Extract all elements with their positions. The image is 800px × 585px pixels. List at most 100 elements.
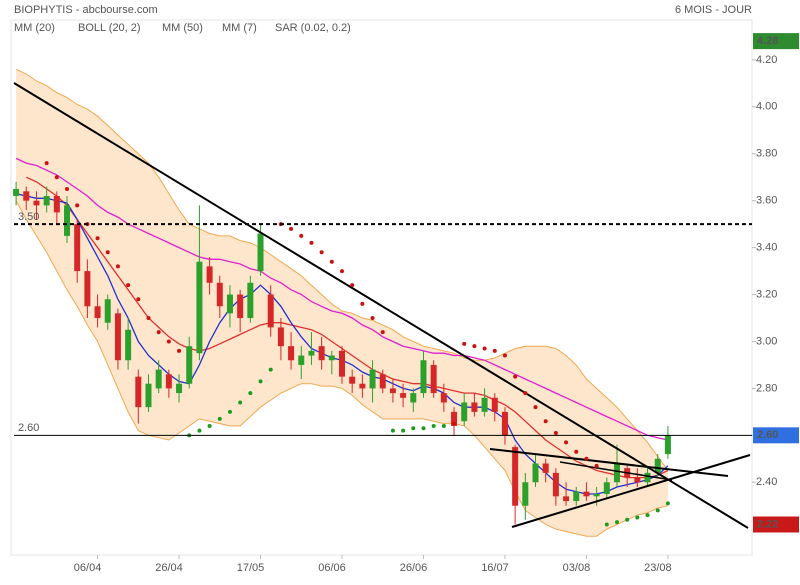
sar-dot [268, 367, 273, 372]
sar-dot [319, 250, 324, 255]
sar-dot [645, 513, 650, 518]
sar-dot [115, 264, 120, 269]
sar-dot [105, 250, 110, 255]
candle-body [573, 491, 580, 502]
y-tick-label: 2.80 [756, 382, 777, 394]
sar-dot [380, 330, 385, 335]
sar-dot [329, 259, 334, 264]
sar-dot [75, 203, 80, 208]
overlay-layer: 3.50 2.60 [14, 161, 752, 527]
sar-dot [625, 517, 630, 522]
candle-body [64, 205, 71, 236]
candle-body [135, 376, 142, 408]
trend-line [559, 461, 673, 481]
candle-body [226, 294, 233, 314]
candle-body [104, 299, 111, 323]
price-marker-label: 2.22 [757, 518, 778, 530]
candle-body [114, 313, 121, 361]
price-marker-label: 4.28 [757, 35, 778, 47]
sar-dot [523, 391, 528, 396]
trend-lines [13, 82, 751, 529]
sar-dot [350, 283, 355, 288]
y-tick-label: 4.00 [756, 101, 777, 113]
x-tick-label: 06/04 [74, 562, 102, 574]
sar-dot [482, 346, 487, 351]
candle-body [196, 261, 203, 354]
sar-dot [126, 283, 131, 288]
candle-body [654, 458, 661, 473]
sar-dot [166, 339, 171, 344]
candle-layer [13, 181, 671, 525]
candle-body [145, 383, 152, 408]
sar-dot [136, 297, 141, 302]
candle-body [308, 350, 315, 356]
price-marker [753, 33, 799, 50]
candle-body [74, 224, 81, 272]
sar-dot [248, 391, 253, 396]
candle-body [491, 397, 498, 412]
y-tick-label: 2.40 [756, 476, 777, 488]
candle-body [165, 374, 172, 389]
x-tick-label: 26/04 [155, 562, 183, 574]
sar-dot [635, 515, 640, 520]
candle-body [13, 188, 20, 196]
sar-dot [238, 400, 243, 405]
candle-body [359, 383, 366, 389]
sar-dot [574, 449, 579, 454]
y-tick-label: 3.20 [756, 288, 777, 300]
candle-body [206, 266, 213, 283]
sar-dot [564, 440, 569, 445]
candle-body [23, 191, 30, 201]
sar-dot [513, 374, 518, 379]
candle-body [410, 393, 417, 403]
candle-body [288, 346, 295, 361]
sar-dot [44, 161, 49, 166]
sar-dot [655, 508, 660, 513]
sar-dot [441, 423, 446, 428]
sar-dot [299, 233, 304, 238]
bollinger-lower [15, 200, 669, 537]
candle-body [440, 393, 447, 403]
candle-body [216, 282, 223, 307]
sar-dot [289, 226, 294, 231]
sar-dot [340, 269, 344, 274]
candle-body [155, 369, 162, 389]
x-tick-label: 03/08 [563, 562, 591, 574]
y-tick-label: 3.80 [756, 148, 777, 160]
candle-body [512, 447, 519, 506]
sar-dot [431, 423, 436, 428]
candle-body [186, 346, 193, 384]
candle-body [542, 463, 549, 473]
candle-body [430, 364, 437, 394]
candle-body [84, 271, 91, 307]
candle-body [563, 496, 570, 502]
candle-body [451, 411, 458, 426]
candle-body [501, 411, 508, 436]
price-marker [753, 516, 799, 533]
trend-line [13, 82, 749, 529]
legend-entry: MM (20) [14, 22, 55, 34]
sar-dot [309, 240, 314, 245]
sar-dot [217, 416, 222, 421]
candle-body [389, 388, 396, 394]
sar-dot [65, 186, 70, 191]
candle-body [644, 472, 651, 483]
sar-dot [604, 522, 609, 527]
candle-body [400, 393, 407, 398]
candle-body [33, 200, 40, 206]
legend-entry: BOLL (20, 2) [78, 22, 141, 34]
sar-dot [177, 348, 182, 353]
candle-body [328, 355, 335, 361]
legend-entry: MM (7) [222, 22, 257, 34]
sar-dot [594, 463, 599, 468]
candle-body [613, 463, 620, 483]
candle-body [277, 327, 284, 347]
chart-title: BIOPHYTIS - abcbourse.com [14, 4, 158, 16]
candle-body [420, 360, 427, 394]
x-tick-label: 17/05 [237, 562, 265, 574]
candle-body [94, 306, 101, 319]
moving-average [26, 176, 669, 479]
sar-dot [533, 405, 538, 410]
candle-body [532, 463, 539, 483]
